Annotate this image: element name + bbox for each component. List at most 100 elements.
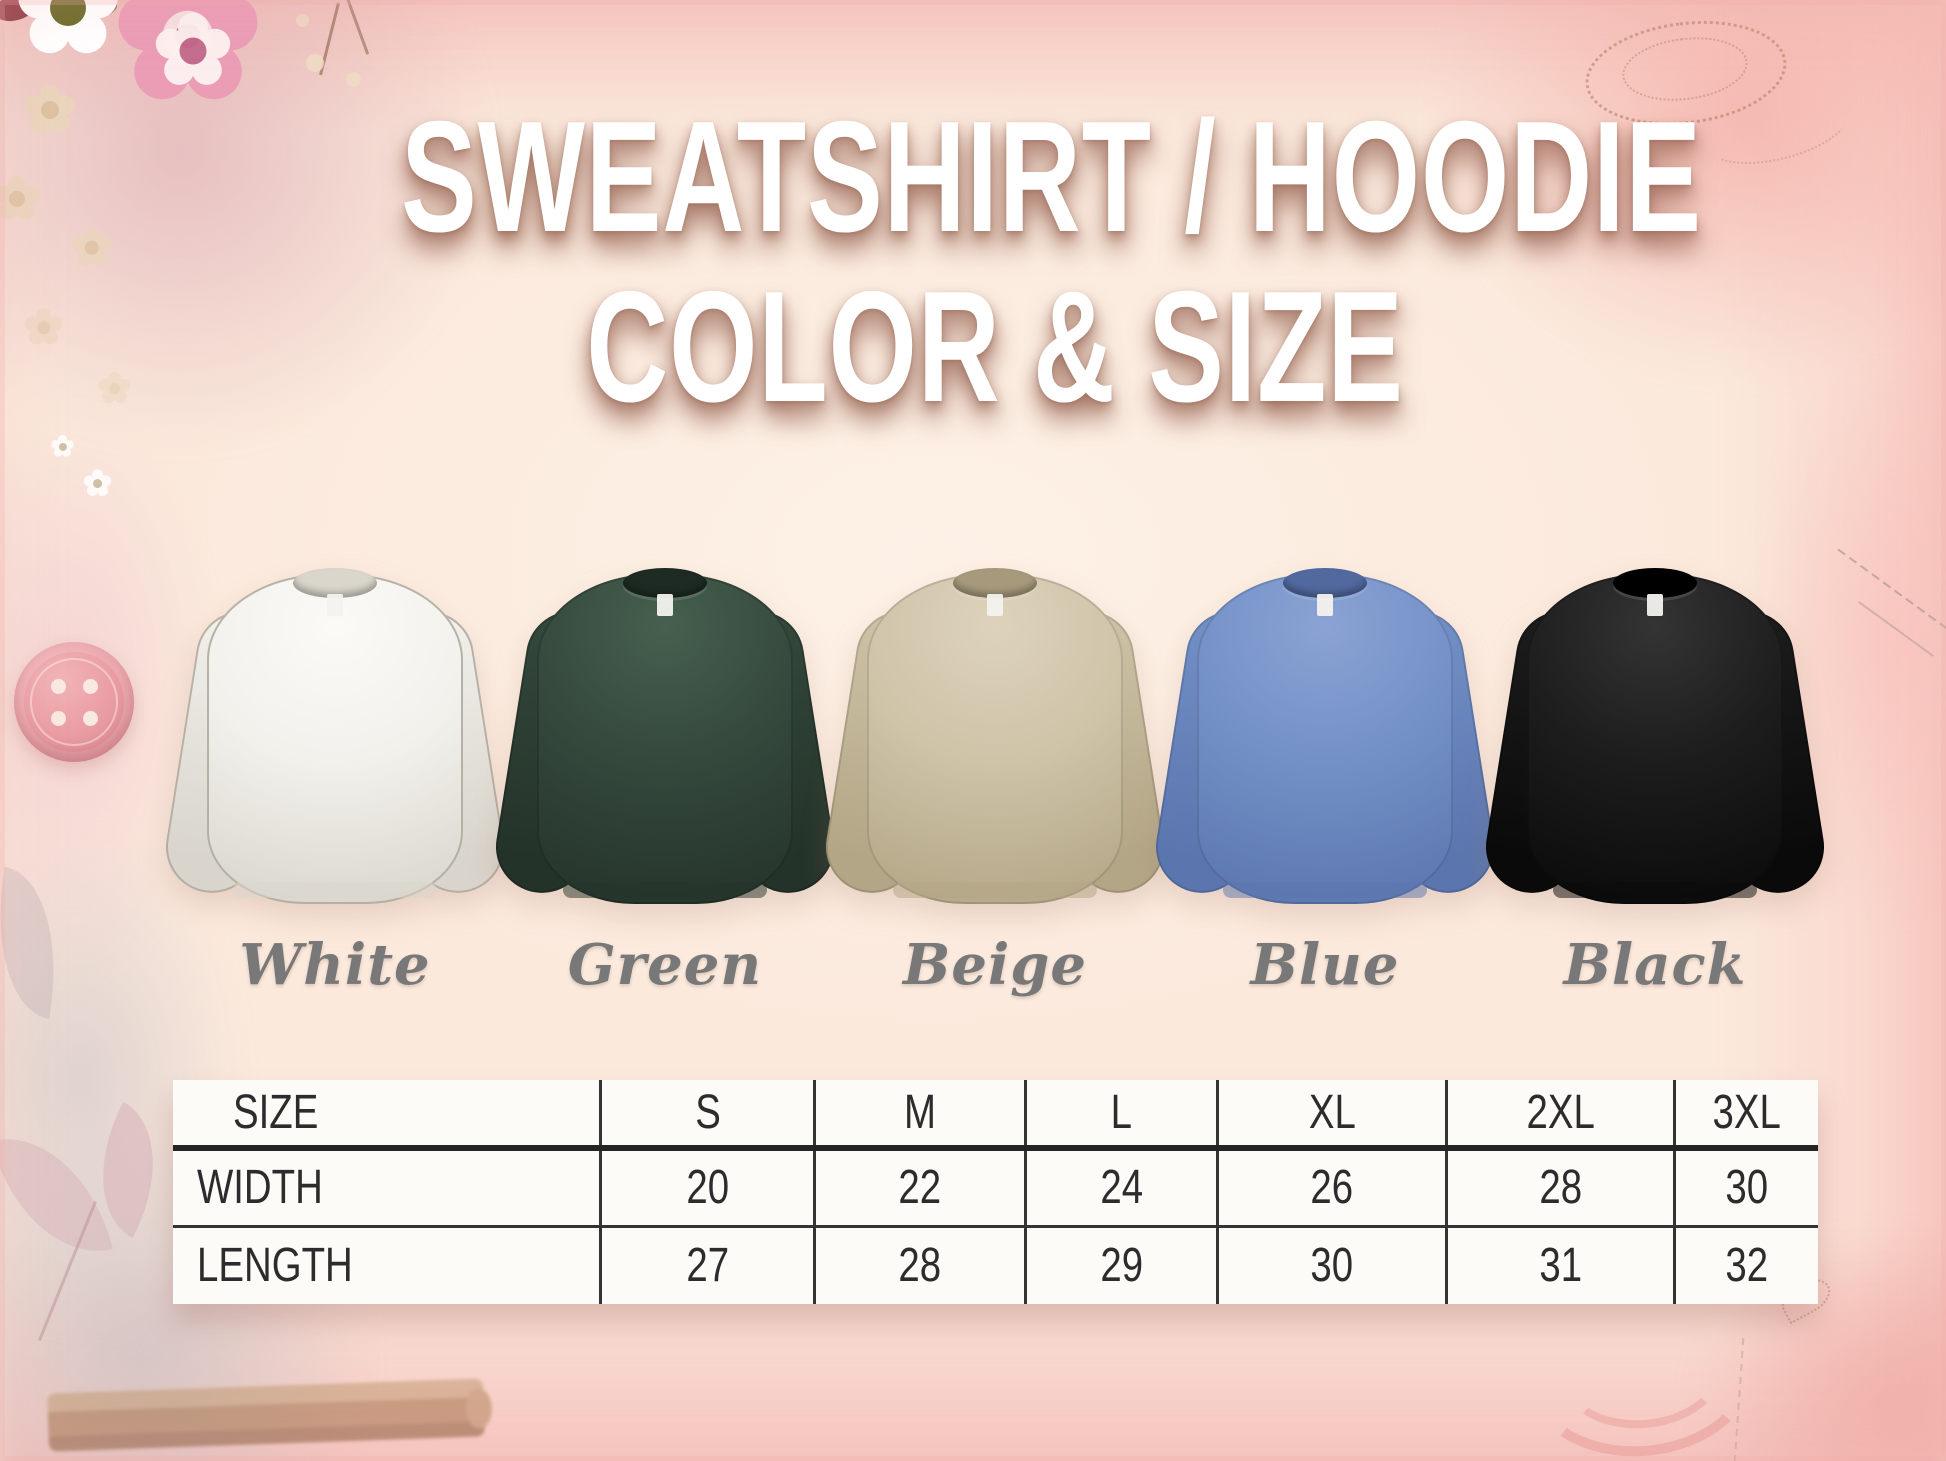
- stem-icon: [38, 1200, 97, 1342]
- header-text: 3XL: [1712, 1086, 1782, 1139]
- color-label: Black: [1563, 932, 1747, 998]
- sweatshirt-image: [159, 566, 511, 914]
- cell-text: 28: [1539, 1161, 1582, 1215]
- size-table-cell: 27: [599, 1224, 815, 1304]
- size-table-cell: 32: [1673, 1224, 1818, 1304]
- size-table-cell: 20: [599, 1148, 815, 1226]
- size-table-header-cell: SIZE: [173, 1080, 601, 1151]
- sweatshirt-hem: [1553, 882, 1757, 898]
- size-table-cell: 24: [1023, 1148, 1218, 1226]
- header-text: M: [903, 1086, 936, 1139]
- watercolor-arc-icon: [1555, 1309, 1729, 1435]
- cream-flower-icon: [84, 240, 100, 256]
- size-table-header-cell: L: [1023, 1080, 1218, 1151]
- color-option-black: Black: [1479, 566, 1831, 998]
- cell-text: WIDTH: [197, 1161, 323, 1215]
- size-table-cell: 28: [813, 1224, 1026, 1304]
- sweatshirt-image: [1149, 566, 1501, 914]
- size-table-row-width: WIDTH 20 22 24 26 28 30: [173, 1148, 1818, 1226]
- corner-flower-icon: [136, 0, 174, 14]
- size-table-header-cell: XL: [1216, 1080, 1447, 1151]
- cell-text: 32: [1725, 1239, 1769, 1293]
- size-table-cell: 26: [1216, 1148, 1447, 1226]
- page-title-line1: SWEATSHIRT / HOODIE: [401, 89, 1702, 265]
- sweatshirt-tag: [327, 594, 343, 616]
- corner-flower-icon: [0, 0, 41, 27]
- header-text: 2XL: [1526, 1086, 1595, 1139]
- sweatshirt-collar: [953, 568, 1037, 598]
- size-table-header-row: SIZE S M L XL 2XL 3XL: [173, 1080, 1818, 1151]
- size-table-cell: 22: [813, 1148, 1026, 1226]
- color-label: White: [239, 932, 431, 998]
- sweatshirt-hem: [893, 882, 1097, 898]
- cell-text: 20: [686, 1161, 729, 1215]
- sweatshirt-hem: [1223, 882, 1427, 898]
- header-text: XL: [1308, 1086, 1356, 1139]
- size-table-cell: 28: [1444, 1148, 1675, 1226]
- cream-flower-icon: [8, 190, 26, 208]
- sweatshirt-collar: [1613, 568, 1697, 598]
- header-text: S: [694, 1086, 721, 1139]
- size-table-cell: 29: [1023, 1224, 1218, 1304]
- cell-text: 31: [1539, 1239, 1582, 1293]
- needle-sketch-icon: [1858, 601, 1934, 657]
- sweatshirt-image: [819, 566, 1171, 914]
- size-table-header-cell: 3XL: [1673, 1080, 1818, 1151]
- size-table-cell: 31: [1444, 1224, 1675, 1304]
- cell-text: 27: [686, 1239, 729, 1293]
- cell-text: 22: [898, 1161, 942, 1215]
- cell-text: 30: [1725, 1161, 1769, 1215]
- needle-sketch-icon: [1837, 548, 1946, 630]
- cream-flower-icon: [40, 100, 60, 120]
- sewing-button-icon: [14, 642, 134, 762]
- sweatshirt-collar: [623, 568, 707, 598]
- size-table-row-label: WIDTH: [173, 1148, 601, 1226]
- color-option-white: White: [159, 566, 511, 998]
- cell-text: 30: [1310, 1239, 1354, 1293]
- sweatshirt-image: [489, 566, 841, 914]
- size-table-header-cell: S: [599, 1080, 815, 1151]
- header-text: SIZE: [233, 1086, 319, 1139]
- daisy-flower-icon: [48, 0, 88, 28]
- page-title: SWEATSHIRT / HOODIE COLOR & SIZE: [170, 92, 1820, 432]
- color-label: Beige: [902, 932, 1088, 998]
- leaf-icon: [0, 1118, 113, 1272]
- wooden-plank-icon: [47, 1378, 485, 1452]
- cell-text: 24: [1099, 1161, 1143, 1215]
- cell-text: 29: [1099, 1239, 1143, 1293]
- sweatshirt-tag: [1317, 594, 1333, 616]
- color-option-beige: Beige: [819, 566, 1171, 998]
- sweatshirt-body: [207, 574, 463, 904]
- color-option-blue: Blue: [1149, 566, 1501, 998]
- sweatshirt-body: [537, 574, 793, 904]
- size-table-header-cell: M: [813, 1080, 1026, 1151]
- sweatshirt-tag: [657, 594, 673, 616]
- cell-text: 26: [1310, 1161, 1354, 1215]
- dotted-stem-icon: [1733, 1338, 1745, 1461]
- babys-breath-icon: [92, 478, 103, 489]
- sweatshirt-collar: [1283, 568, 1367, 598]
- cream-flower-icon: [108, 382, 121, 395]
- size-table-cell: 30: [1216, 1224, 1447, 1304]
- babys-breath-icon: [58, 442, 67, 451]
- size-table-cell: 30: [1673, 1148, 1818, 1226]
- watercolor-arc-icon: [1521, 1286, 1761, 1461]
- size-table-header-cell: 2XL: [1444, 1080, 1675, 1151]
- sweatshirt-image: [1479, 566, 1831, 914]
- color-label: Green: [567, 932, 763, 998]
- color-option-green: Green: [489, 566, 841, 998]
- cream-flower-icon: [36, 320, 51, 335]
- header-text: L: [1110, 1086, 1133, 1139]
- size-table-row-label: LENGTH: [173, 1224, 601, 1304]
- size-table-row-length: LENGTH 27 28 29 30 31 32: [173, 1224, 1818, 1304]
- sweatshirt-body: [1527, 574, 1783, 904]
- cell-text: LENGTH: [197, 1239, 353, 1293]
- color-options-row: White Green Beige: [159, 566, 1831, 998]
- sweatshirt-hem: [233, 882, 437, 898]
- leaf-icon: [90, 0, 120, 21]
- sweatshirt-body: [1197, 574, 1453, 904]
- page-title-line2: COLOR & SIZE: [586, 259, 1404, 435]
- cell-text: 28: [898, 1239, 942, 1293]
- sweatshirt-tag: [1647, 594, 1663, 616]
